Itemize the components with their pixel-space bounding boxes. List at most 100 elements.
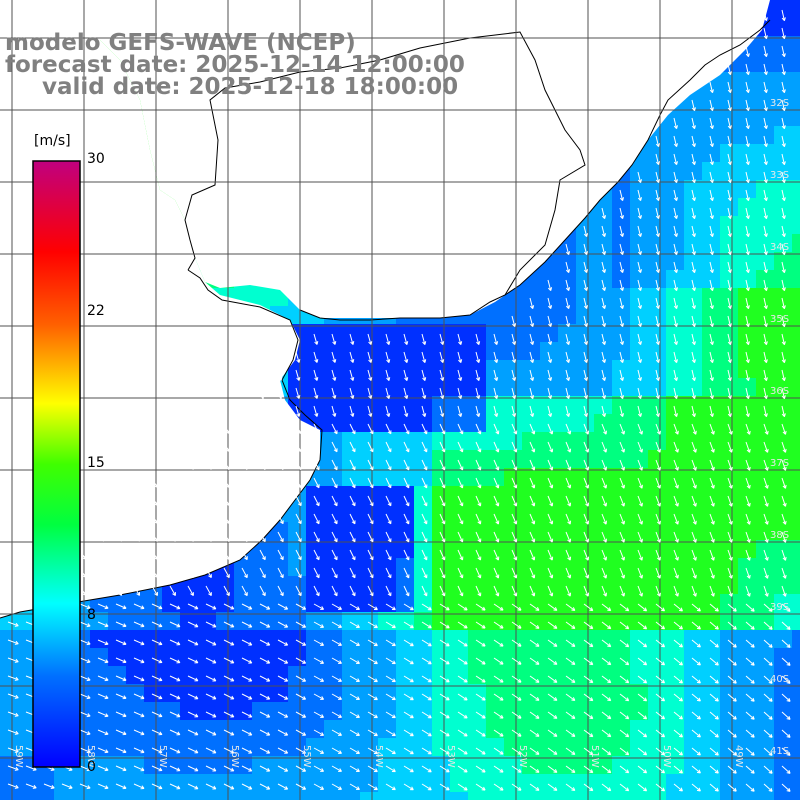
wind-arrow bbox=[349, 765, 360, 773]
wind-arrow bbox=[493, 747, 504, 755]
wind-arrow bbox=[205, 531, 212, 543]
wind-arrow bbox=[583, 423, 590, 435]
wind-cell bbox=[522, 576, 541, 595]
wind-cell bbox=[594, 252, 613, 271]
wind-arrow bbox=[439, 585, 446, 597]
wind-cell bbox=[270, 756, 289, 775]
wind-arrow bbox=[313, 495, 320, 507]
wind-arrow bbox=[367, 531, 374, 543]
wind-arrow bbox=[529, 297, 535, 309]
wind-arrow bbox=[421, 549, 428, 561]
wind-arrow bbox=[259, 387, 265, 399]
wind-arrow bbox=[583, 657, 594, 666]
wind-cell bbox=[396, 432, 415, 451]
wind-arrow bbox=[421, 513, 428, 525]
wind-arrow bbox=[655, 783, 666, 792]
wind-cell bbox=[324, 360, 343, 379]
wind-arrow bbox=[7, 693, 19, 699]
wind-arrow bbox=[331, 351, 337, 363]
wind-arrow bbox=[331, 459, 338, 471]
wind-arrow bbox=[115, 675, 127, 682]
wind-cell bbox=[738, 432, 757, 451]
wind-arrow bbox=[583, 477, 590, 489]
wind-cell bbox=[612, 540, 631, 559]
wind-cell bbox=[378, 468, 397, 487]
wind-cell bbox=[594, 270, 613, 289]
wind-arrow bbox=[223, 549, 230, 561]
wind-arrow bbox=[637, 171, 643, 184]
wind-arrow bbox=[259, 423, 266, 435]
wind-cell bbox=[702, 720, 721, 739]
wind-cell bbox=[576, 432, 595, 451]
wind-arrow bbox=[619, 423, 625, 435]
wind-arrow bbox=[763, 423, 769, 435]
wind-arrow bbox=[583, 711, 594, 720]
wind-cell bbox=[738, 468, 757, 487]
wind-arrow bbox=[547, 333, 553, 345]
wind-arrow bbox=[367, 567, 374, 579]
wind-cell bbox=[324, 540, 343, 559]
wind-arrow bbox=[601, 297, 607, 310]
wind-arrow bbox=[673, 567, 679, 579]
wind-arrow bbox=[691, 567, 697, 579]
wind-cell bbox=[648, 270, 667, 289]
wind-arrow bbox=[475, 585, 482, 597]
wind-arrow bbox=[331, 477, 338, 489]
wind-cell bbox=[558, 288, 577, 307]
wind-cell bbox=[792, 774, 800, 793]
wind-cell bbox=[612, 648, 631, 667]
wind-arrow bbox=[295, 531, 302, 543]
wind-arrow bbox=[547, 315, 553, 327]
wind-arrow bbox=[349, 531, 356, 543]
wind-arrow bbox=[637, 513, 643, 525]
wind-arrow bbox=[637, 333, 643, 346]
wind-cell bbox=[108, 738, 127, 757]
wind-cell bbox=[342, 792, 361, 800]
wind-arrow bbox=[673, 117, 678, 130]
wind-arrow bbox=[403, 441, 410, 453]
wind-cell bbox=[738, 594, 757, 613]
wind-cell bbox=[144, 594, 163, 613]
wind-arrow bbox=[673, 405, 678, 418]
wind-arrow bbox=[745, 45, 750, 58]
wind-arrow bbox=[655, 765, 666, 774]
wind-arrow bbox=[385, 477, 392, 489]
wind-arrow bbox=[295, 639, 307, 646]
wind-arrow bbox=[331, 621, 342, 628]
wind-arrow bbox=[637, 297, 643, 310]
wind-arrow bbox=[151, 513, 158, 524]
wind-cell bbox=[756, 792, 775, 800]
wind-arrow bbox=[781, 297, 786, 310]
wind-arrow bbox=[601, 315, 607, 328]
wind-arrow bbox=[349, 351, 355, 363]
wind-cell bbox=[270, 630, 289, 649]
wind-arrow bbox=[673, 729, 683, 738]
wind-arrow bbox=[169, 621, 181, 628]
wind-cell bbox=[360, 558, 379, 577]
wind-cell bbox=[360, 414, 379, 433]
wind-cell bbox=[504, 432, 523, 451]
wind-arrow bbox=[691, 729, 701, 738]
wind-arrow bbox=[709, 729, 719, 738]
wind-arrow bbox=[727, 261, 732, 274]
wind-arrow bbox=[151, 585, 158, 596]
wind-arrow bbox=[259, 765, 271, 772]
wind-cell bbox=[324, 378, 343, 397]
wind-arrow bbox=[115, 567, 123, 578]
wind-arrow bbox=[673, 423, 679, 435]
wind-cell bbox=[720, 198, 739, 217]
wind-arrow bbox=[151, 621, 163, 628]
wind-arrow bbox=[457, 585, 464, 597]
wind-arrow bbox=[385, 639, 396, 647]
wind-cell bbox=[324, 324, 343, 343]
wind-arrow bbox=[727, 441, 733, 453]
wind-arrow bbox=[367, 675, 378, 683]
wind-arrow bbox=[223, 639, 235, 646]
wind-arrow bbox=[277, 675, 289, 682]
wind-cell bbox=[0, 756, 19, 775]
wind-arrow bbox=[565, 747, 576, 756]
wind-arrow bbox=[727, 639, 737, 648]
wind-cell bbox=[702, 144, 721, 163]
wind-arrow bbox=[367, 639, 378, 647]
wind-arrow bbox=[529, 549, 536, 561]
